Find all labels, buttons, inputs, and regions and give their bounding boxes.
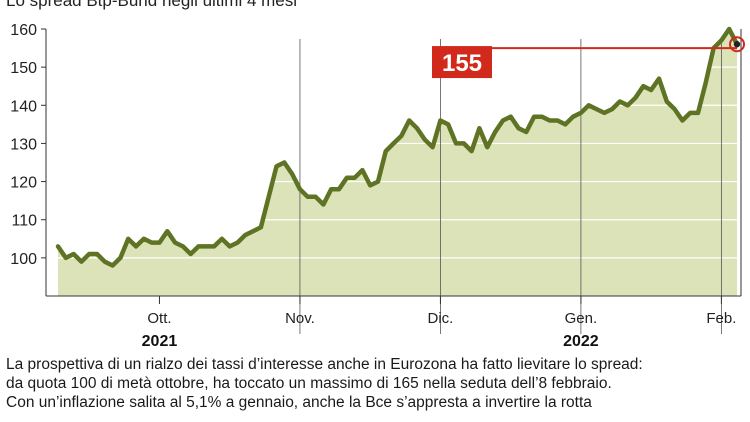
area-fill — [58, 29, 737, 296]
callout-circle — [729, 36, 745, 53]
x-tick-label: Nov. — [285, 310, 315, 327]
year-label: 2022 — [563, 333, 599, 350]
callout-box — [432, 46, 492, 79]
year-label: 2021 — [142, 333, 178, 350]
x-tick-label: Gen. — [565, 310, 598, 327]
caption-line-2: da quota 100 di metà ottobre, ha toccato… — [6, 375, 612, 392]
x-tick-label: Feb. — [706, 310, 736, 327]
x-tick-label: Ott. — [147, 310, 171, 327]
y-tick-label: 130 — [10, 136, 37, 153]
y-tick-label: 140 — [10, 98, 37, 115]
y-tick-label: 150 — [10, 60, 37, 77]
callout-value: 155 — [442, 50, 482, 77]
caption-line-1: La prospettiva di un rialzo dei tassi d’… — [6, 356, 643, 373]
y-tick-label: 100 — [10, 251, 37, 268]
y-tick-label: 110 — [11, 213, 37, 230]
chart-caption: La prospettiva di un rialzo dei tassi d’… — [6, 355, 746, 412]
y-tick-label: 160 — [10, 22, 37, 39]
caption-line-3: Con un’inflazione salita al 5,1% a genna… — [6, 394, 592, 411]
series-line — [55, 26, 740, 268]
chart-subtitle: Lo spread Btp-Bund negli ultimi 4 mesi — [6, 0, 298, 10]
y-tick-label: 120 — [10, 175, 37, 192]
end-point-marker — [733, 41, 741, 48]
x-tick-label: Dic. — [428, 310, 454, 327]
